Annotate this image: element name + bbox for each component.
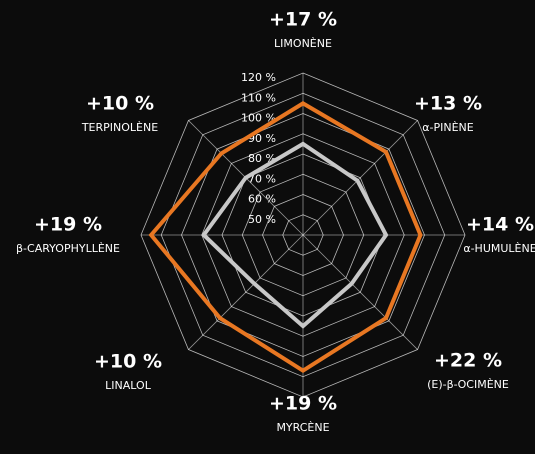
change-label: +10 % <box>86 93 154 115</box>
r-tick-label: 110 % <box>241 91 276 104</box>
grid-ring <box>140 72 466 398</box>
change-label: +22 % <box>434 350 502 372</box>
change-label: +10 % <box>94 351 162 373</box>
change-label: +14 % <box>466 214 534 236</box>
axis-label: (E)-β-OCIMÈNE <box>427 378 509 391</box>
axis-label: β-CARYOPHYLLÈNE <box>16 242 120 255</box>
r-tick-label: 100 % <box>241 112 276 125</box>
change-label: +19 % <box>34 214 102 236</box>
grid-ring <box>262 194 344 276</box>
r-tick-label: 50 % <box>248 213 276 226</box>
change-label: +17 % <box>269 9 337 31</box>
r-tick-label: 120 % <box>241 71 276 84</box>
grid-ring <box>201 133 405 337</box>
axis-label: LINALOL <box>105 379 152 392</box>
series-line <box>201 141 389 329</box>
r-tick-label: 60 % <box>248 193 276 206</box>
axis-label: TERPINOLÈNE <box>81 121 158 134</box>
r-tick-label: 70 % <box>248 172 276 185</box>
series-line <box>148 101 423 374</box>
grid-ring <box>241 173 365 297</box>
axis-label: MYRCÈNE <box>276 421 329 434</box>
change-label: +13 % <box>414 93 482 115</box>
axis-label: α-PINÈNE <box>422 121 474 134</box>
axis-label: LIMONÈNE <box>274 37 332 50</box>
change-label: +19 % <box>269 393 337 415</box>
grid-ring <box>282 214 324 256</box>
axis-label: α-HUMULÈNE <box>463 242 535 255</box>
grid-ring <box>181 113 425 357</box>
grid-ring <box>160 92 446 378</box>
